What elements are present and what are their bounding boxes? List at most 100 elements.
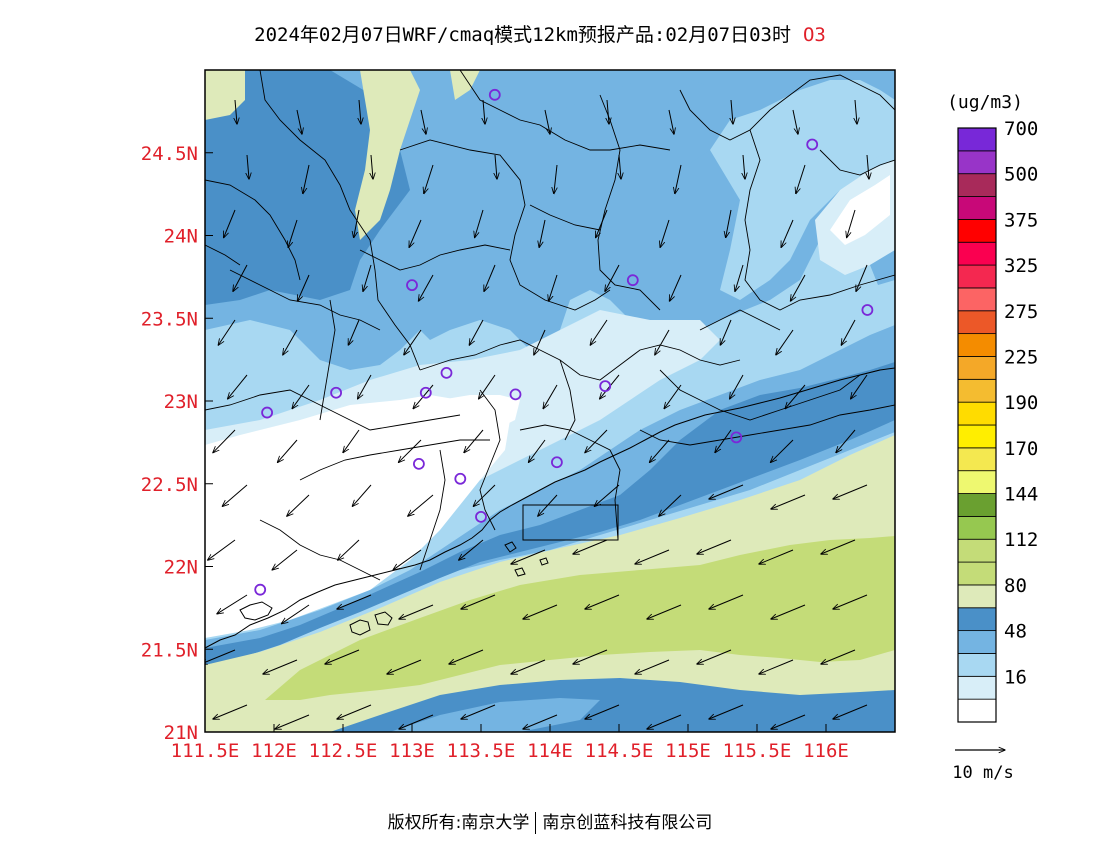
station-marker [419, 386, 432, 399]
wind-arrow [573, 539, 608, 554]
legend-swatch [957, 584, 997, 609]
wind-arrow [605, 264, 620, 291]
legend-swatch [957, 356, 997, 380]
wind-arrow [449, 649, 484, 664]
lat-tick-label: 23N [164, 391, 198, 413]
legend-swatch [957, 630, 997, 654]
legend-swatch [957, 493, 997, 517]
legend-swatch [957, 218, 997, 243]
legend-level-label: 16 [1004, 666, 1027, 688]
wind-arrow [796, 164, 806, 194]
wind-arrow [776, 329, 794, 355]
footer-separator [535, 812, 537, 834]
wind-vectors [205, 99, 869, 729]
lat-tick-label: 21.5N [141, 639, 198, 661]
legend-level-label: 190 [1004, 392, 1038, 414]
lat-tick-label: 22N [164, 557, 198, 579]
wind-arrow [213, 704, 248, 719]
wind-arrow [771, 439, 794, 462]
wind-arrow [247, 154, 249, 179]
wind-arrow [343, 429, 360, 453]
legend-level-label: 112 [1004, 529, 1038, 551]
wind-arrow [464, 429, 484, 453]
wind-arrow [424, 164, 434, 194]
legend-unit: (ug/m3) [947, 92, 1023, 113]
wind-arrow [590, 319, 608, 345]
copyright-text: 版权所有:南京大学 [387, 813, 530, 833]
wind-arrow [726, 209, 732, 238]
wind-arrow [585, 429, 608, 453]
wind-arrow [205, 649, 236, 664]
wind-arrow [635, 659, 670, 674]
wind-arrow [647, 714, 682, 729]
wind-arrow [539, 219, 546, 247]
map-axes: 111.5E 112E 112.5E 113E 113.5E 114E 114.5E 115E… [141, 143, 849, 762]
wind-arrow [664, 384, 682, 409]
wind-arrow [511, 549, 546, 564]
wind-arrow [585, 704, 620, 719]
wind-arrow [596, 209, 608, 238]
wind-reference-label: 10 m/s [952, 763, 1013, 783]
legend-swatch [957, 653, 997, 677]
wind-arrow [670, 274, 682, 301]
legend-swatch [957, 173, 997, 197]
legend-swatch [957, 401, 997, 426]
wind-arrow [233, 264, 248, 291]
wind-arrow [867, 154, 869, 179]
wind-arrow [655, 329, 670, 355]
legend-frame [957, 127, 997, 723]
wind-arrow [263, 659, 298, 674]
legend-swatch [957, 470, 997, 494]
footer: 版权所有:南京大学 南京创蓝科技有限公司 [0, 808, 1100, 834]
legend-swatch [957, 447, 997, 472]
wind-arrow [224, 209, 236, 238]
wind-arrow [523, 714, 558, 729]
wind-arrow [303, 164, 310, 194]
legend-level-label: 80 [1004, 575, 1027, 597]
wind-arrow [408, 494, 434, 516]
legend-swatch [957, 378, 997, 403]
wind-arrow [469, 319, 484, 345]
monitoring-stations [254, 88, 874, 596]
lon-tick-label: 116E [803, 740, 849, 762]
lon-tick-label: 111.5E [171, 740, 240, 762]
legend-swatch [957, 561, 997, 586]
admin-boundaries [205, 70, 895, 581]
station-marker [509, 388, 522, 401]
wind-arrow [404, 329, 422, 355]
wind-arrow [659, 494, 682, 516]
wind-arrow [647, 604, 682, 619]
wind-arrow [660, 219, 670, 247]
wind-arrow [228, 374, 248, 399]
legend-swatch [957, 607, 997, 632]
station-marker [861, 304, 874, 316]
wind-arrow [399, 714, 434, 729]
legend-level-label: 225 [1004, 346, 1038, 368]
wind-arrow [697, 649, 732, 664]
wind-arrow [483, 99, 485, 124]
wind-arrow [549, 274, 558, 301]
wind-arrow [359, 99, 361, 124]
wind-arrow [495, 154, 497, 179]
lat-tick-label: 24.5N [141, 143, 198, 165]
wind-arrow [851, 374, 868, 399]
legend-level-label: 375 [1004, 209, 1038, 231]
wind-arrow [296, 109, 302, 134]
wind-arrow [288, 219, 298, 247]
legend-level-label: 170 [1004, 438, 1038, 460]
wind-arrow [841, 319, 856, 345]
lon-tick-label: 114.5E [585, 740, 654, 762]
legend-swatch [957, 196, 997, 220]
wind-arrow [821, 649, 856, 664]
wind-arrow [544, 109, 550, 134]
wind-arrow [235, 99, 237, 124]
wind-arrow [847, 209, 856, 238]
station-marker [412, 457, 425, 470]
station-marker [454, 472, 467, 485]
wind-arrow [635, 549, 670, 564]
station-marker [551, 456, 563, 469]
wind-arrow [393, 549, 422, 570]
wind-arrow [697, 539, 732, 554]
wind-arrow [573, 649, 608, 664]
